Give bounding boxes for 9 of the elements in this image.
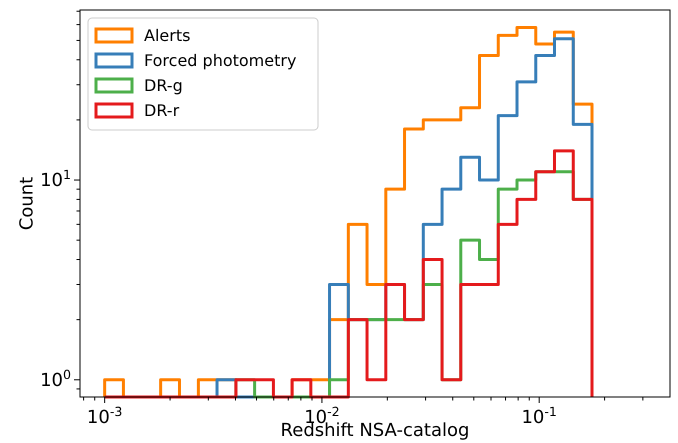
legend-label: Alerts (144, 26, 190, 45)
legend-label: DR-r (144, 101, 180, 120)
legend-label: DR-g (144, 76, 183, 95)
y-tick-label: 10$^{0}$ (40, 366, 71, 391)
y-axis-title: Count (16, 176, 38, 230)
x-tick-label: 10$^{-3}$ (86, 404, 122, 428)
x-tick-label: 10$^{-1}$ (521, 404, 557, 428)
y-tick-label: 10$^{1}$ (40, 166, 71, 192)
legend-label: Forced photometry (144, 51, 296, 70)
